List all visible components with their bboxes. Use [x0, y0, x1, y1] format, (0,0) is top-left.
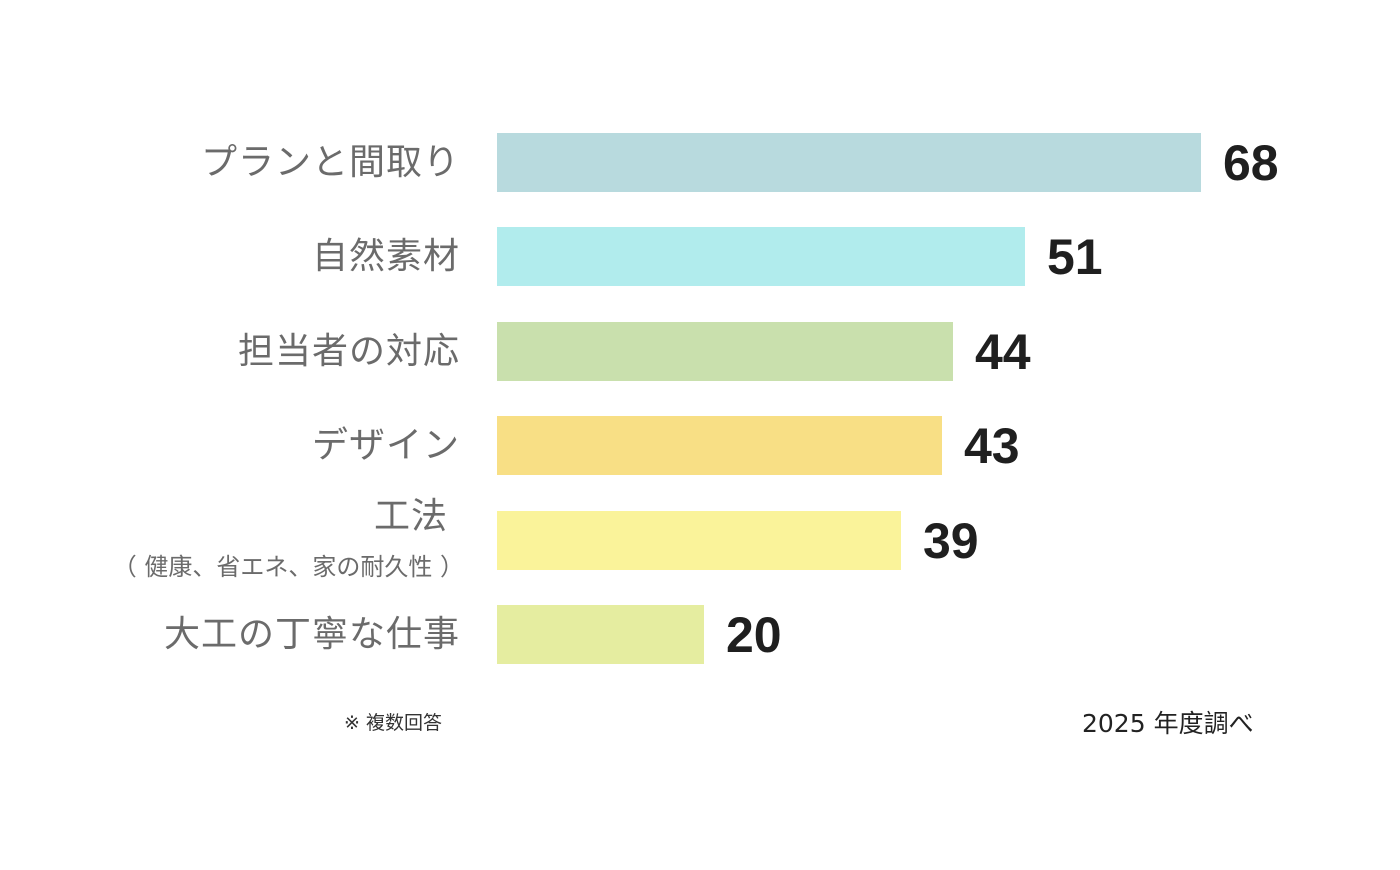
bar — [497, 605, 704, 664]
bar — [497, 322, 953, 381]
bar — [497, 511, 901, 570]
value-label: 20 — [726, 607, 782, 663]
value-label: 44 — [975, 324, 1031, 380]
survey-year-note: 2025 年度調べ — [1082, 709, 1254, 738]
bar — [497, 133, 1201, 192]
category-label: プランと間取り — [200, 142, 460, 183]
value-label: 39 — [923, 513, 979, 569]
bar — [497, 416, 942, 475]
value-label: 51 — [1047, 229, 1103, 285]
footnote: ※ 複数回答 — [344, 712, 442, 734]
category-label: 大工の丁寧な仕事 — [163, 614, 460, 655]
category-label: デザイン — [311, 425, 460, 466]
bar — [497, 227, 1025, 286]
category-label: 自然素材 — [311, 236, 460, 277]
category-label: 工法 — [373, 496, 448, 537]
category-label: 担当者の対応 — [237, 331, 460, 372]
value-label: 43 — [964, 418, 1020, 474]
value-label: 68 — [1223, 135, 1279, 191]
category-sublabel: （ 健康、省エネ、家の耐久性 ） — [112, 553, 464, 581]
